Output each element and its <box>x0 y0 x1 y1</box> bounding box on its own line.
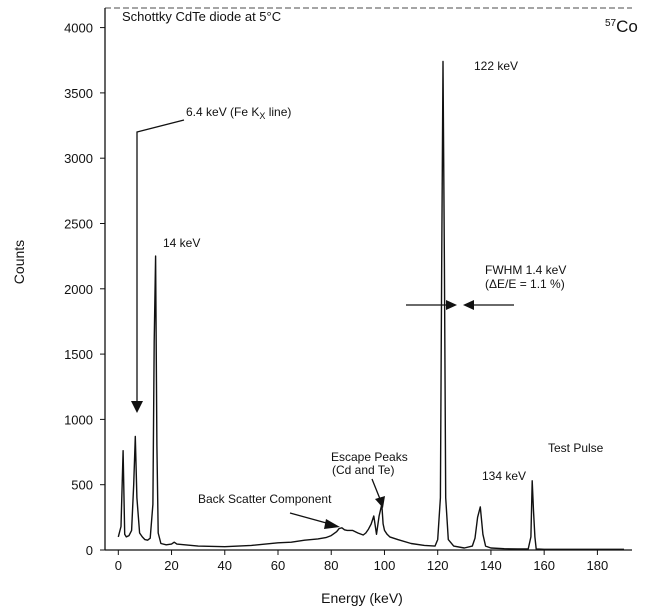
y-tick-label: 3000 <box>64 151 93 166</box>
fe-arrow-line <box>136 119 185 403</box>
y-tick-label: 0 <box>86 543 93 558</box>
source-element: Co <box>616 17 638 36</box>
x-tick-label: 0 <box>115 558 122 573</box>
y-tick-label: 3500 <box>64 86 93 101</box>
x-tick-label: 40 <box>218 558 232 573</box>
x-tick-label: 120 <box>427 558 449 573</box>
spectrum-line <box>117 60 624 550</box>
annotation-122kev: 122 keV <box>474 59 518 73</box>
annotation-fe-text: 6.4 keV (Fe KX line) <box>186 105 291 121</box>
source-mass: 57 <box>605 18 617 29</box>
x-tick-label: 160 <box>533 558 555 573</box>
source-label: 57Co <box>605 17 638 36</box>
y-tick-label: 1000 <box>64 412 93 427</box>
fwhm-right-head <box>463 300 474 310</box>
back-scatter-arrow-line <box>289 512 331 525</box>
fwhm-label: FWHM 1.4 keV <box>485 263 566 277</box>
annotation-134kev: 134 keV <box>482 469 526 483</box>
escape-peaks-label: Escape Peaks <box>331 450 408 464</box>
escape-arrow-head <box>375 496 385 508</box>
annotation-fe-main: 6.4 keV (Fe K <box>186 105 259 119</box>
back-scatter-arrow-head <box>324 519 340 529</box>
chart-title: Schottky CdTe diode at 5°C <box>122 9 281 24</box>
annotation-test-pulse: Test Pulse <box>548 441 604 455</box>
x-tick-label: 180 <box>587 558 609 573</box>
escape-arrow-line <box>371 478 381 500</box>
y-tick-label: 1500 <box>64 347 93 362</box>
ticks: 0 20 40 60 80 100 120 140 160 180 0 500 1000 1500 2000… <box>64 21 608 573</box>
annotation-fe-sub: X <box>259 111 265 121</box>
fwhm-resolution: (ΔE/E = 1.1 %) <box>485 277 565 291</box>
x-tick-label: 100 <box>374 558 396 573</box>
annotation-fe-suffix: line) <box>265 105 291 119</box>
x-tick-label: 80 <box>324 558 338 573</box>
x-axis-label: Energy (keV) <box>321 590 403 606</box>
escape-peaks-sub: (Cd and Te) <box>332 463 394 477</box>
annotation-escape-peaks: Escape Peaks (Cd and Te) <box>331 450 408 508</box>
y-tick-label: 2500 <box>64 216 93 231</box>
back-scatter-label: Back Scatter Component <box>198 492 332 506</box>
x-tick-label: 140 <box>480 558 502 573</box>
fe-arrow-head <box>131 401 143 413</box>
y-tick-label: 500 <box>71 478 93 493</box>
x-tick-label: 60 <box>271 558 285 573</box>
y-tick-label: 2000 <box>64 282 93 297</box>
annotation-14kev: 14 keV <box>163 236 200 250</box>
annotation-back-scatter: Back Scatter Component <box>198 492 340 529</box>
x-tick-label: 20 <box>164 558 178 573</box>
annotation-fe-line: 6.4 keV (Fe KX line) <box>131 105 291 413</box>
y-axis-label: Counts <box>11 240 27 284</box>
annotation-fwhm: FWHM 1.4 keV (ΔE/E = 1.1 %) <box>406 263 566 310</box>
y-tick-label: 4000 <box>64 21 93 36</box>
fwhm-left-head <box>446 300 457 310</box>
